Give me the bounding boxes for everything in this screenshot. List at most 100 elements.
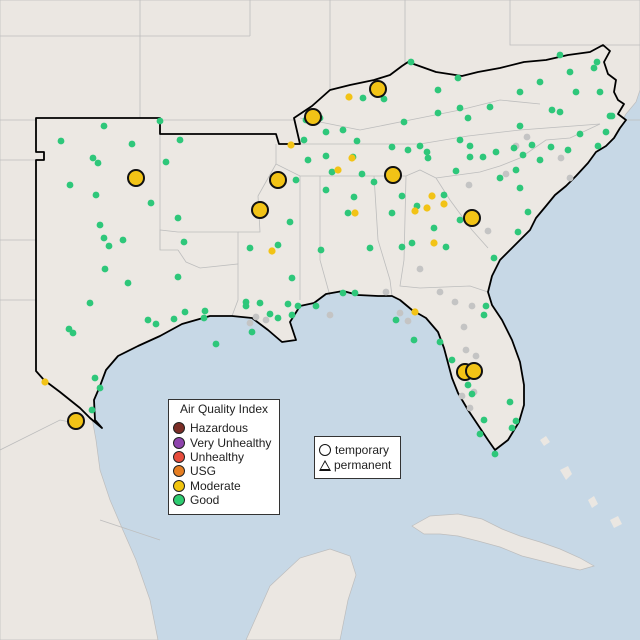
good-monitor-marker[interactable] (152, 320, 160, 328)
good-monitor-marker[interactable] (124, 279, 132, 287)
good-monitor-marker[interactable] (442, 243, 450, 251)
gray-monitor-marker[interactable] (566, 174, 574, 182)
moderate-monitor-marker[interactable] (423, 204, 431, 212)
good-monitor-marker[interactable] (322, 186, 330, 194)
good-monitor-marker[interactable] (456, 216, 464, 224)
good-monitor-marker[interactable] (328, 168, 336, 176)
good-monitor-marker[interactable] (398, 243, 406, 251)
good-monitor-marker[interactable] (101, 265, 109, 273)
good-monitor-marker[interactable] (404, 146, 412, 154)
moderate-temporary-monitor-marker[interactable] (269, 171, 287, 189)
good-monitor-marker[interactable] (528, 141, 536, 149)
good-monitor-marker[interactable] (294, 302, 302, 310)
gray-monitor-marker[interactable] (404, 317, 412, 325)
good-monitor-marker[interactable] (358, 170, 366, 178)
good-monitor-marker[interactable] (322, 152, 330, 160)
good-monitor-marker[interactable] (66, 181, 74, 189)
gray-monitor-marker[interactable] (262, 316, 270, 324)
good-monitor-marker[interactable] (88, 406, 96, 414)
good-monitor-marker[interactable] (350, 193, 358, 201)
moderate-monitor-marker[interactable] (287, 141, 295, 149)
good-monitor-marker[interactable] (174, 214, 182, 222)
good-monitor-marker[interactable] (300, 136, 308, 144)
good-monitor-marker[interactable] (410, 336, 418, 344)
good-monitor-marker[interactable] (96, 221, 104, 229)
good-monitor-marker[interactable] (480, 416, 488, 424)
moderate-monitor-marker[interactable] (41, 378, 49, 386)
gray-monitor-marker[interactable] (382, 288, 390, 296)
good-monitor-marker[interactable] (388, 143, 396, 151)
good-monitor-marker[interactable] (284, 300, 292, 308)
good-monitor-marker[interactable] (351, 289, 359, 297)
good-monitor-marker[interactable] (156, 117, 164, 125)
gray-monitor-marker[interactable] (523, 133, 531, 141)
moderate-temporary-monitor-marker[interactable] (384, 166, 402, 184)
moderate-monitor-marker[interactable] (440, 200, 448, 208)
good-monitor-marker[interactable] (508, 424, 516, 432)
good-monitor-marker[interactable] (536, 78, 544, 86)
good-monitor-marker[interactable] (512, 166, 520, 174)
gray-monitor-marker[interactable] (252, 313, 260, 321)
good-monitor-marker[interactable] (181, 308, 189, 316)
moderate-monitor-marker[interactable] (334, 166, 342, 174)
gray-monitor-marker[interactable] (502, 170, 510, 178)
good-monitor-marker[interactable] (256, 299, 264, 307)
good-monitor-marker[interactable] (119, 236, 127, 244)
good-monitor-marker[interactable] (594, 142, 602, 150)
good-monitor-marker[interactable] (506, 398, 514, 406)
good-monitor-marker[interactable] (86, 299, 94, 307)
good-monitor-marker[interactable] (144, 316, 152, 324)
good-monitor-marker[interactable] (339, 126, 347, 134)
good-monitor-marker[interactable] (479, 153, 487, 161)
moderate-monitor-marker[interactable] (345, 93, 353, 101)
good-monitor-marker[interactable] (482, 302, 490, 310)
good-monitor-marker[interactable] (286, 218, 294, 226)
good-monitor-marker[interactable] (366, 244, 374, 252)
good-monitor-marker[interactable] (398, 192, 406, 200)
good-monitor-marker[interactable] (547, 143, 555, 151)
good-monitor-marker[interactable] (266, 310, 274, 318)
good-monitor-marker[interactable] (486, 103, 494, 111)
good-monitor-marker[interactable] (170, 315, 178, 323)
good-monitor-marker[interactable] (339, 289, 347, 297)
good-monitor-marker[interactable] (434, 109, 442, 117)
moderate-monitor-marker[interactable] (411, 308, 419, 316)
good-monitor-marker[interactable] (201, 307, 209, 315)
good-monitor-marker[interactable] (491, 450, 499, 458)
good-monitor-marker[interactable] (440, 191, 448, 199)
good-monitor-marker[interactable] (147, 199, 155, 207)
good-monitor-marker[interactable] (434, 86, 442, 94)
good-monitor-marker[interactable] (89, 154, 97, 162)
good-monitor-marker[interactable] (100, 234, 108, 242)
gray-monitor-marker[interactable] (460, 323, 468, 331)
good-monitor-marker[interactable] (564, 146, 572, 154)
gray-monitor-marker[interactable] (246, 319, 254, 327)
good-monitor-marker[interactable] (566, 68, 574, 76)
good-monitor-marker[interactable] (572, 88, 580, 96)
good-monitor-marker[interactable] (602, 128, 610, 136)
good-monitor-marker[interactable] (392, 316, 400, 324)
moderate-monitor-marker[interactable] (428, 192, 436, 200)
good-monitor-marker[interactable] (536, 156, 544, 164)
good-monitor-marker[interactable] (274, 241, 282, 249)
good-monitor-marker[interactable] (448, 356, 456, 364)
good-monitor-marker[interactable] (548, 106, 556, 114)
moderate-monitor-marker[interactable] (430, 239, 438, 247)
good-monitor-marker[interactable] (288, 274, 296, 282)
good-monitor-marker[interactable] (476, 430, 484, 438)
gray-monitor-marker[interactable] (416, 265, 424, 273)
good-monitor-marker[interactable] (180, 238, 188, 246)
good-monitor-marker[interactable] (464, 114, 472, 122)
good-monitor-marker[interactable] (57, 137, 65, 145)
good-monitor-marker[interactable] (242, 302, 250, 310)
moderate-monitor-marker[interactable] (268, 247, 276, 255)
good-monitor-marker[interactable] (248, 328, 256, 336)
good-monitor-marker[interactable] (416, 142, 424, 150)
good-monitor-marker[interactable] (407, 58, 415, 66)
good-monitor-marker[interactable] (162, 158, 170, 166)
good-monitor-marker[interactable] (436, 338, 444, 346)
good-monitor-marker[interactable] (456, 104, 464, 112)
good-monitor-marker[interactable] (514, 228, 522, 236)
moderate-temporary-monitor-marker[interactable] (127, 169, 145, 187)
